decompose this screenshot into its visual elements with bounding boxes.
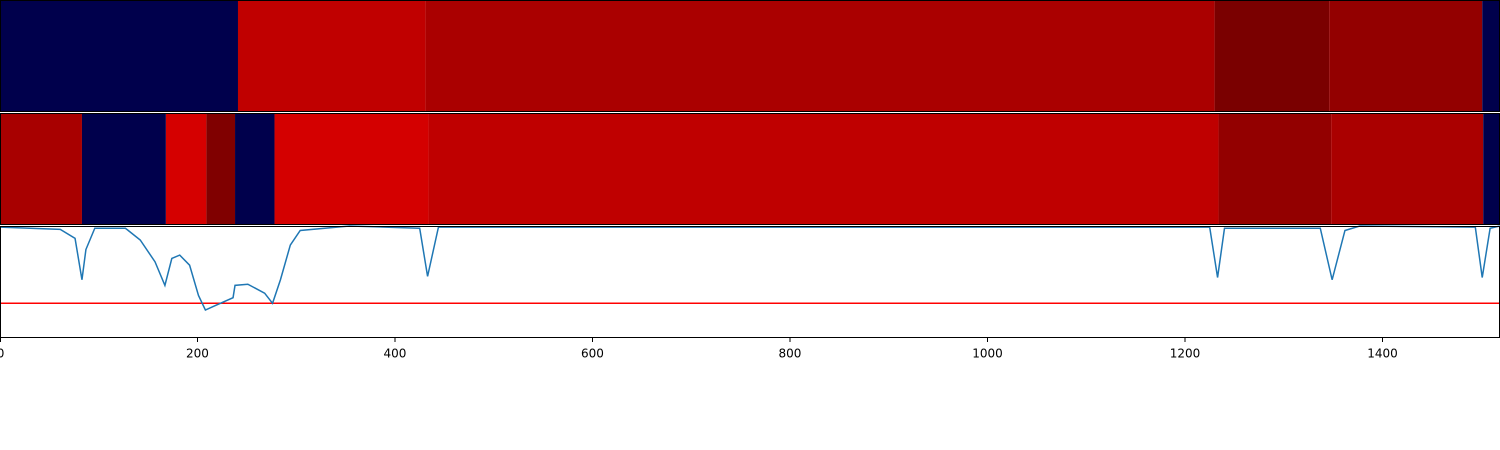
segment <box>1331 113 1484 225</box>
x-tick-label: 200 <box>186 347 209 361</box>
segment <box>425 0 1215 112</box>
segment <box>81 113 166 225</box>
segment <box>1482 0 1500 112</box>
segment <box>1214 0 1330 112</box>
x-tick-label: 1400 <box>1367 347 1398 361</box>
x-tick-label: 400 <box>384 347 407 361</box>
panel-frame <box>0 226 1500 338</box>
segment <box>0 0 238 112</box>
segment <box>165 113 207 225</box>
segment <box>1218 113 1332 225</box>
segment <box>235 113 275 225</box>
x-tick-label: 600 <box>581 347 604 361</box>
segment <box>428 113 1219 225</box>
segment <box>237 0 426 112</box>
segment <box>274 113 429 225</box>
segment <box>1329 0 1483 112</box>
x-tick-label: 800 <box>779 347 802 361</box>
segment <box>206 113 236 225</box>
x-tick-label: 1200 <box>1170 347 1201 361</box>
x-tick-label: 1000 <box>972 347 1003 361</box>
segment <box>1483 113 1500 225</box>
x-tick-label: 0 <box>0 347 4 361</box>
segment <box>0 113 82 225</box>
data-line <box>0 225 1500 311</box>
